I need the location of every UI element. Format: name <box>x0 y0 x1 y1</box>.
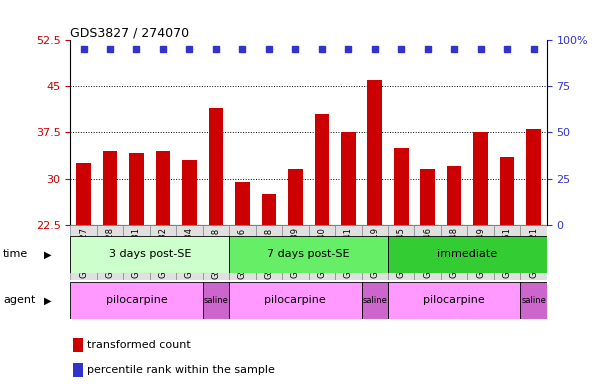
Text: GSM367532: GSM367532 <box>158 227 167 278</box>
Bar <box>70 225 97 280</box>
Bar <box>182 160 197 225</box>
Text: GSM367721: GSM367721 <box>529 227 538 278</box>
Text: 7 days post-SE: 7 days post-SE <box>267 249 350 260</box>
Bar <box>76 163 91 225</box>
Text: pilocarpine: pilocarpine <box>106 295 167 306</box>
Text: GSM367551: GSM367551 <box>503 227 511 278</box>
Bar <box>150 225 176 280</box>
Text: 3 days post-SE: 3 days post-SE <box>109 249 191 260</box>
Text: agent: agent <box>3 295 35 306</box>
Bar <box>447 166 461 225</box>
Text: immediate: immediate <box>437 249 497 260</box>
Bar <box>500 157 514 225</box>
Text: GSM367540: GSM367540 <box>317 227 326 278</box>
Text: pilocarpine: pilocarpine <box>265 295 326 306</box>
Bar <box>420 169 435 225</box>
Bar <box>394 148 409 225</box>
Text: GDS3827 / 274070: GDS3827 / 274070 <box>70 26 189 39</box>
Bar <box>388 236 547 273</box>
Text: transformed count: transformed count <box>87 340 191 350</box>
Bar <box>494 225 521 280</box>
Bar <box>335 225 362 280</box>
Bar <box>362 282 388 319</box>
Text: GSM367536: GSM367536 <box>238 227 247 278</box>
Text: time: time <box>3 249 28 260</box>
Bar <box>70 236 229 273</box>
Text: GSM367545: GSM367545 <box>397 227 406 278</box>
Bar <box>467 225 494 280</box>
Bar <box>229 225 255 280</box>
Bar <box>521 225 547 280</box>
Bar <box>282 225 309 280</box>
Bar <box>176 225 203 280</box>
Text: saline: saline <box>362 296 387 305</box>
Text: GSM367549: GSM367549 <box>476 227 485 278</box>
Bar <box>229 282 362 319</box>
Text: GSM367541: GSM367541 <box>344 227 353 278</box>
Text: GSM367548: GSM367548 <box>450 227 459 278</box>
Bar <box>474 132 488 225</box>
Bar <box>388 282 521 319</box>
Bar <box>156 151 170 225</box>
Text: GSM367546: GSM367546 <box>423 227 432 278</box>
Text: GSM367527: GSM367527 <box>79 227 88 278</box>
Text: percentile rank within the sample: percentile rank within the sample <box>87 365 275 375</box>
Bar <box>388 225 414 280</box>
Bar <box>97 225 123 280</box>
Text: GSM367538: GSM367538 <box>265 227 273 278</box>
Bar <box>208 108 223 225</box>
Text: ▶: ▶ <box>44 295 51 306</box>
Text: GSM367719: GSM367719 <box>370 227 379 278</box>
Bar <box>315 114 329 225</box>
Bar <box>526 129 541 225</box>
Bar <box>70 282 203 319</box>
Bar <box>73 363 83 377</box>
Bar <box>255 225 282 280</box>
Text: pilocarpine: pilocarpine <box>423 295 485 306</box>
Text: GSM367528: GSM367528 <box>106 227 114 278</box>
Bar <box>129 153 144 225</box>
Text: ▶: ▶ <box>44 249 51 260</box>
Bar <box>414 225 441 280</box>
Bar <box>203 282 229 319</box>
Bar <box>73 338 83 352</box>
Bar <box>521 282 547 319</box>
Bar <box>235 182 250 225</box>
Text: saline: saline <box>521 296 546 305</box>
Text: saline: saline <box>203 296 229 305</box>
Bar <box>341 132 356 225</box>
Bar <box>309 225 335 280</box>
Bar <box>288 169 302 225</box>
Bar <box>123 225 150 280</box>
Bar <box>441 225 467 280</box>
Text: GSM367718: GSM367718 <box>211 227 221 278</box>
Text: GSM367539: GSM367539 <box>291 227 300 278</box>
Bar <box>362 225 388 280</box>
Bar <box>203 225 229 280</box>
Bar <box>103 151 117 225</box>
Bar <box>229 236 388 273</box>
Bar <box>262 194 276 225</box>
Bar <box>367 80 382 225</box>
Text: GSM367534: GSM367534 <box>185 227 194 278</box>
Text: GSM367531: GSM367531 <box>132 227 141 278</box>
